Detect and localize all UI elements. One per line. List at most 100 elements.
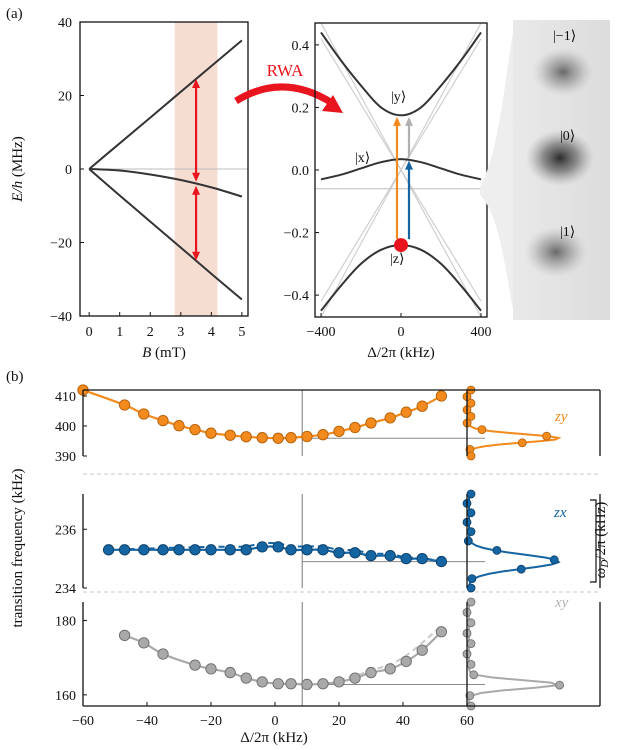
data-point	[189, 659, 201, 671]
x-tick-label: 5	[238, 325, 245, 340]
chart-b: 390 400 410 234 236 160 180 −60 −40 −20 0 20 40 60 zy…	[10, 384, 611, 746]
y-tick-label: −0.4	[284, 289, 309, 304]
data-point	[384, 412, 396, 424]
data-point	[138, 408, 150, 420]
spot-label-minus1: |−1⟩	[553, 29, 576, 44]
arrow-upper-tail	[192, 172, 201, 182]
arrow-xy-head	[405, 116, 413, 126]
state-label-x: |x⟩	[355, 151, 370, 166]
profile-point	[549, 555, 559, 565]
data-point	[205, 427, 217, 439]
data-point	[118, 544, 131, 556]
y-tick-label: 234	[55, 582, 76, 597]
spot-fan	[480, 20, 515, 320]
data-point	[240, 672, 252, 684]
x-tick-label: 20	[332, 714, 346, 729]
data-point	[317, 429, 329, 441]
y-tick-label: 180	[55, 615, 76, 630]
y-axis-label: E/h (MHz)	[10, 136, 26, 202]
data-point	[435, 626, 448, 638]
data-point	[301, 544, 313, 556]
transition-arrows	[192, 78, 201, 261]
resonance-profile	[462, 489, 561, 593]
axis-ticks: −400 0 400 −0.4 −0.2 0.0 0.2 0.4	[284, 39, 492, 340]
arrow-lower-head	[192, 251, 201, 261]
y-tick-label: 20	[58, 90, 72, 105]
resonance-profile	[462, 385, 562, 461]
axis-ticks: 390 400 410 234 236 160 180 −60 −40 −20 0 20 40 60	[55, 390, 474, 729]
profile-point	[466, 618, 476, 628]
rwa-arrow: RWA	[234, 61, 343, 113]
x-tick-label: 60	[460, 714, 474, 729]
data-point	[365, 550, 377, 562]
data-point	[256, 432, 268, 444]
label-xy: xy	[554, 595, 569, 611]
guide-lines	[83, 390, 600, 706]
level-line-0	[88, 39, 243, 170]
data-point	[400, 655, 412, 668]
energy-levels	[88, 39, 243, 301]
resonance-profile	[462, 597, 565, 711]
y-tick-label: −20	[50, 237, 72, 252]
data-point	[138, 544, 150, 556]
data-point	[138, 637, 150, 649]
profile-point	[555, 680, 565, 690]
profile-point	[466, 597, 476, 607]
initial-state-dot	[394, 238, 408, 253]
profile-point	[517, 438, 527, 448]
data-point	[317, 544, 329, 556]
profile-point	[516, 564, 526, 574]
rwa-label: RWA	[267, 61, 305, 80]
data-point	[400, 552, 412, 565]
spot-zero	[526, 130, 594, 186]
data-point	[272, 678, 284, 690]
profile-point	[466, 583, 476, 593]
arrow-lower-tail	[192, 185, 201, 195]
data-point	[189, 423, 201, 436]
profile-curve	[468, 602, 558, 706]
data-point	[224, 666, 236, 679]
data-point	[365, 666, 377, 679]
state-label-z: |z⟩	[390, 252, 404, 267]
x-tick-label: 40	[396, 714, 410, 729]
x-tick-label: 0	[86, 325, 93, 340]
data-point	[349, 547, 361, 559]
profile-curve	[468, 494, 561, 589]
profile-point	[466, 660, 476, 669]
x-tick-label: 0	[398, 325, 405, 340]
y-tick-label: 160	[55, 689, 76, 704]
bare-line-4	[320, 22, 482, 318]
data-point	[205, 663, 217, 675]
data-point	[384, 663, 396, 675]
y-tick-label: 0.0	[292, 164, 310, 179]
data-point	[272, 541, 284, 553]
profile-point	[466, 527, 476, 536]
data-point	[365, 417, 377, 429]
profile-point	[542, 431, 552, 441]
x-tick-label: −60	[72, 714, 94, 729]
y-tick-label: 40	[58, 16, 72, 31]
data-point	[224, 429, 236, 441]
label-zx: zx	[553, 505, 567, 521]
level-line-1	[89, 168, 243, 198]
data-point	[301, 430, 313, 443]
x-tick-label: 2	[147, 325, 154, 340]
data-point	[317, 678, 329, 690]
state-label-y: |y⟩	[391, 90, 406, 105]
profile-point	[469, 670, 479, 680]
x-tick-label: 4	[208, 325, 215, 340]
chart-xy	[118, 597, 565, 711]
x-tick-label: −400	[307, 325, 336, 340]
axes-frames	[82, 389, 601, 707]
chart-a-middle: −400 0 400 −0.4 −0.2 0.0 0.2 0.4 |y⟩ |x⟩ |z⟩ Δ/…	[284, 22, 492, 361]
y-tick-label: −40	[50, 310, 72, 325]
profile-point	[467, 574, 477, 583]
axis-ticks: 0 1 2 3 4 5 −40 −20 0 20 40	[50, 16, 245, 340]
data-point	[240, 431, 252, 443]
data-point	[157, 544, 169, 556]
y-tick-label: 390	[55, 450, 76, 465]
data-point	[173, 420, 185, 432]
data-point	[240, 544, 252, 556]
data-point	[256, 541, 268, 553]
